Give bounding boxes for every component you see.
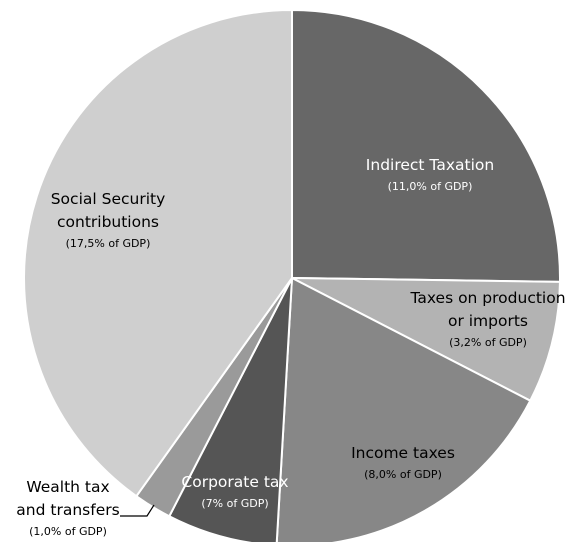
pie-label-value: (7% of GDP) (201, 497, 268, 510)
pie-label-name: Corporate tax (181, 473, 288, 491)
pie-label-social-security: Social Security contributions (17,5% of GD… (51, 190, 166, 250)
pie-label-name: Wealth tax (26, 478, 109, 496)
pie-label-name: Taxes on production (409, 289, 565, 307)
pie-slice-taxes-on-production (291, 277, 561, 403)
pie-labels: Indirect Taxation (11,0% of GDP) Taxes on … (16, 156, 565, 538)
pie-label-value: (3,2% of GDP) (449, 336, 527, 349)
pie-label-value: (8,0% of GDP) (364, 468, 442, 481)
pie-slice-income-taxes (275, 276, 532, 542)
pie-label-value: (1,0% of GDP) (29, 525, 107, 538)
pie-label-income-taxes: Income taxes (8,0% of GDP) (351, 444, 455, 481)
pie-label-name: Social Security (51, 190, 166, 208)
pie-label-value: (11,0% of GDP) (388, 180, 473, 193)
pie-slice-corporate-tax (167, 277, 293, 542)
pie-label-name: Income taxes (351, 444, 455, 462)
pie-label-name: Indirect Taxation (366, 156, 494, 174)
pie-label-corporate-tax: Corporate tax (7% of GDP) (181, 473, 288, 510)
pie-slice-social-security (23, 8, 293, 498)
pie-label-name: contributions (57, 213, 159, 231)
pie-label-name: and transfers (16, 501, 119, 519)
wealth-tax-leader-line (120, 504, 155, 517)
pie-slice-indirect-taxation (291, 8, 561, 283)
pie-label-taxes-on-production: Taxes on production or imports (3,2% of GD… (409, 289, 565, 349)
pie-label-value: (17,5% of GDP) (66, 237, 151, 250)
pie-label-name: or imports (448, 312, 528, 330)
pie-label-wealth-tax: Wealth tax and transfers (1,0% of GDP) (16, 478, 119, 538)
pie-slices (23, 8, 561, 542)
pie-label-indirect-taxation: Indirect Taxation (11,0% of GDP) (366, 156, 494, 193)
